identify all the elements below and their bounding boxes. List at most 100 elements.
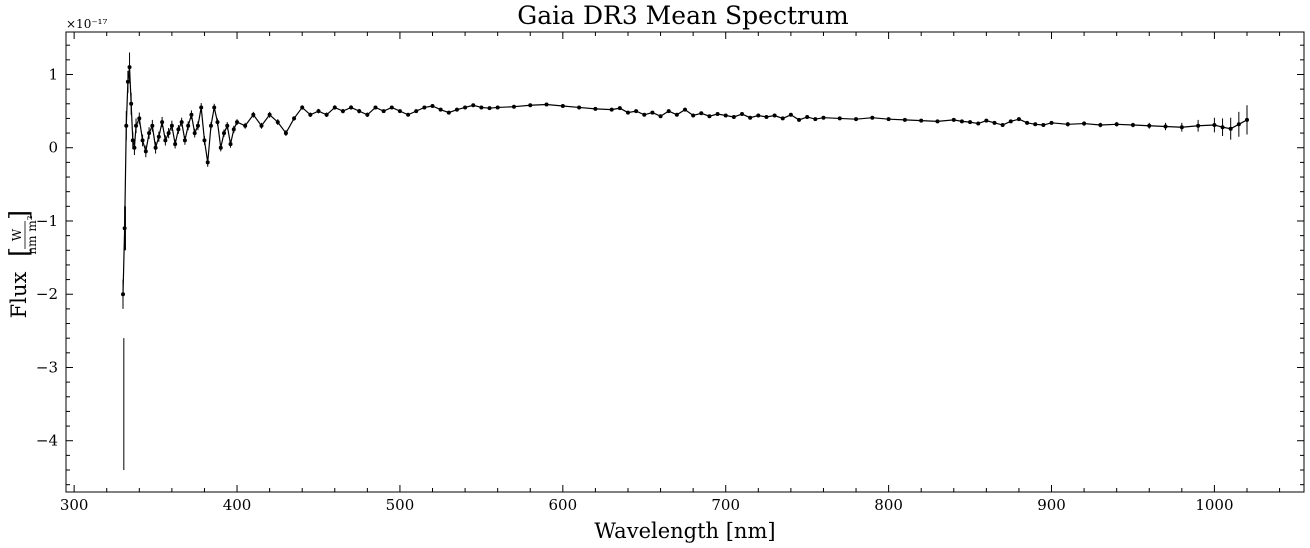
data-point <box>495 105 500 110</box>
data-point <box>666 109 671 114</box>
data-point <box>487 106 492 111</box>
data-point <box>222 131 227 136</box>
x-tick-label: 300 <box>60 496 89 514</box>
data-point <box>349 105 354 110</box>
data-point <box>1082 121 1087 126</box>
data-point <box>1147 123 1152 128</box>
data-point <box>225 123 230 128</box>
data-point <box>1000 123 1005 128</box>
data-point <box>992 120 997 125</box>
data-point <box>228 142 233 147</box>
data-point <box>577 105 582 110</box>
y-tick-label: −1 <box>36 212 58 230</box>
y-axis-bracket-left: [ <box>5 247 35 257</box>
data-point <box>658 114 663 119</box>
x-tick-label: 900 <box>1037 496 1066 514</box>
data-point <box>140 138 145 143</box>
data-point <box>740 112 745 117</box>
data-point <box>243 123 248 128</box>
data-point <box>609 107 614 112</box>
data-point <box>1196 123 1201 128</box>
data-point <box>143 149 148 154</box>
data-point <box>764 114 769 119</box>
data-point <box>511 104 516 109</box>
data-point <box>471 103 476 108</box>
data-point <box>283 131 288 136</box>
data-point <box>275 120 280 125</box>
y-exponent-label: ×10⁻¹⁷ <box>66 17 107 31</box>
data-point <box>316 109 321 114</box>
data-point <box>208 123 213 128</box>
data-point <box>430 103 435 108</box>
data-point <box>195 123 200 128</box>
data-point <box>756 113 761 118</box>
data-point <box>121 292 126 297</box>
data-point <box>332 105 337 110</box>
x-tick-label: 1000 <box>1195 496 1233 514</box>
y-axis-bracket-right: ] <box>5 210 35 220</box>
x-ticks: 300 400 500 600 700 800 900 1000 <box>60 32 1281 514</box>
data-point <box>1033 122 1038 127</box>
data-point <box>479 105 484 110</box>
data-point <box>397 109 402 114</box>
data-point <box>300 105 305 110</box>
data-point <box>169 123 174 128</box>
data-point <box>189 112 194 117</box>
data-point <box>173 142 178 147</box>
data-point <box>160 120 165 125</box>
data-point <box>454 107 459 112</box>
data-point <box>625 110 630 115</box>
x-tick-label: 400 <box>223 496 252 514</box>
data-point <box>1228 126 1233 131</box>
data-point <box>267 112 272 117</box>
data-point <box>357 109 362 114</box>
data-point <box>199 105 204 110</box>
data-point <box>797 117 802 122</box>
data-point <box>202 138 207 143</box>
data-point <box>156 134 161 139</box>
data-point <box>780 116 785 121</box>
data-point <box>674 112 679 117</box>
x-tick-label: 800 <box>874 496 903 514</box>
data-point <box>438 107 443 112</box>
y-tick-label: 0 <box>48 139 58 157</box>
data-point <box>153 145 158 150</box>
data-point <box>381 109 386 114</box>
data-point <box>365 112 370 117</box>
data-point <box>1163 124 1168 129</box>
data-point <box>715 112 720 117</box>
data-point <box>1065 122 1070 127</box>
chart-title: Gaia DR3 Mean Spectrum <box>517 1 849 30</box>
data-point <box>414 109 419 114</box>
data-point <box>1008 119 1013 124</box>
data-point <box>186 123 191 128</box>
y-ticks: 1 0 −1 −2 −3 −4 <box>36 44 1304 486</box>
data-point <box>292 116 297 121</box>
data-point <box>259 123 264 128</box>
data-point <box>707 114 712 119</box>
data-point <box>968 120 973 125</box>
data-point <box>1016 117 1021 122</box>
data-point <box>389 105 394 110</box>
x-tick-label: 600 <box>549 496 578 514</box>
data-point <box>163 138 168 143</box>
data-point <box>463 105 468 110</box>
data-point <box>1114 122 1119 127</box>
data-point <box>192 131 197 136</box>
data-point <box>959 119 964 124</box>
data-point <box>748 115 753 120</box>
data-point <box>642 112 647 117</box>
data-point <box>683 107 687 112</box>
data-point <box>137 116 142 121</box>
data-point <box>544 102 549 107</box>
data-point <box>122 226 127 231</box>
data-point <box>218 145 223 150</box>
data-point <box>134 123 139 128</box>
data-point <box>902 117 907 122</box>
data-point <box>984 118 989 123</box>
data-point <box>1025 120 1030 125</box>
y-axis-unit-denominator: nm m² <box>25 215 39 254</box>
data-point <box>373 105 378 110</box>
data-point <box>772 113 777 118</box>
